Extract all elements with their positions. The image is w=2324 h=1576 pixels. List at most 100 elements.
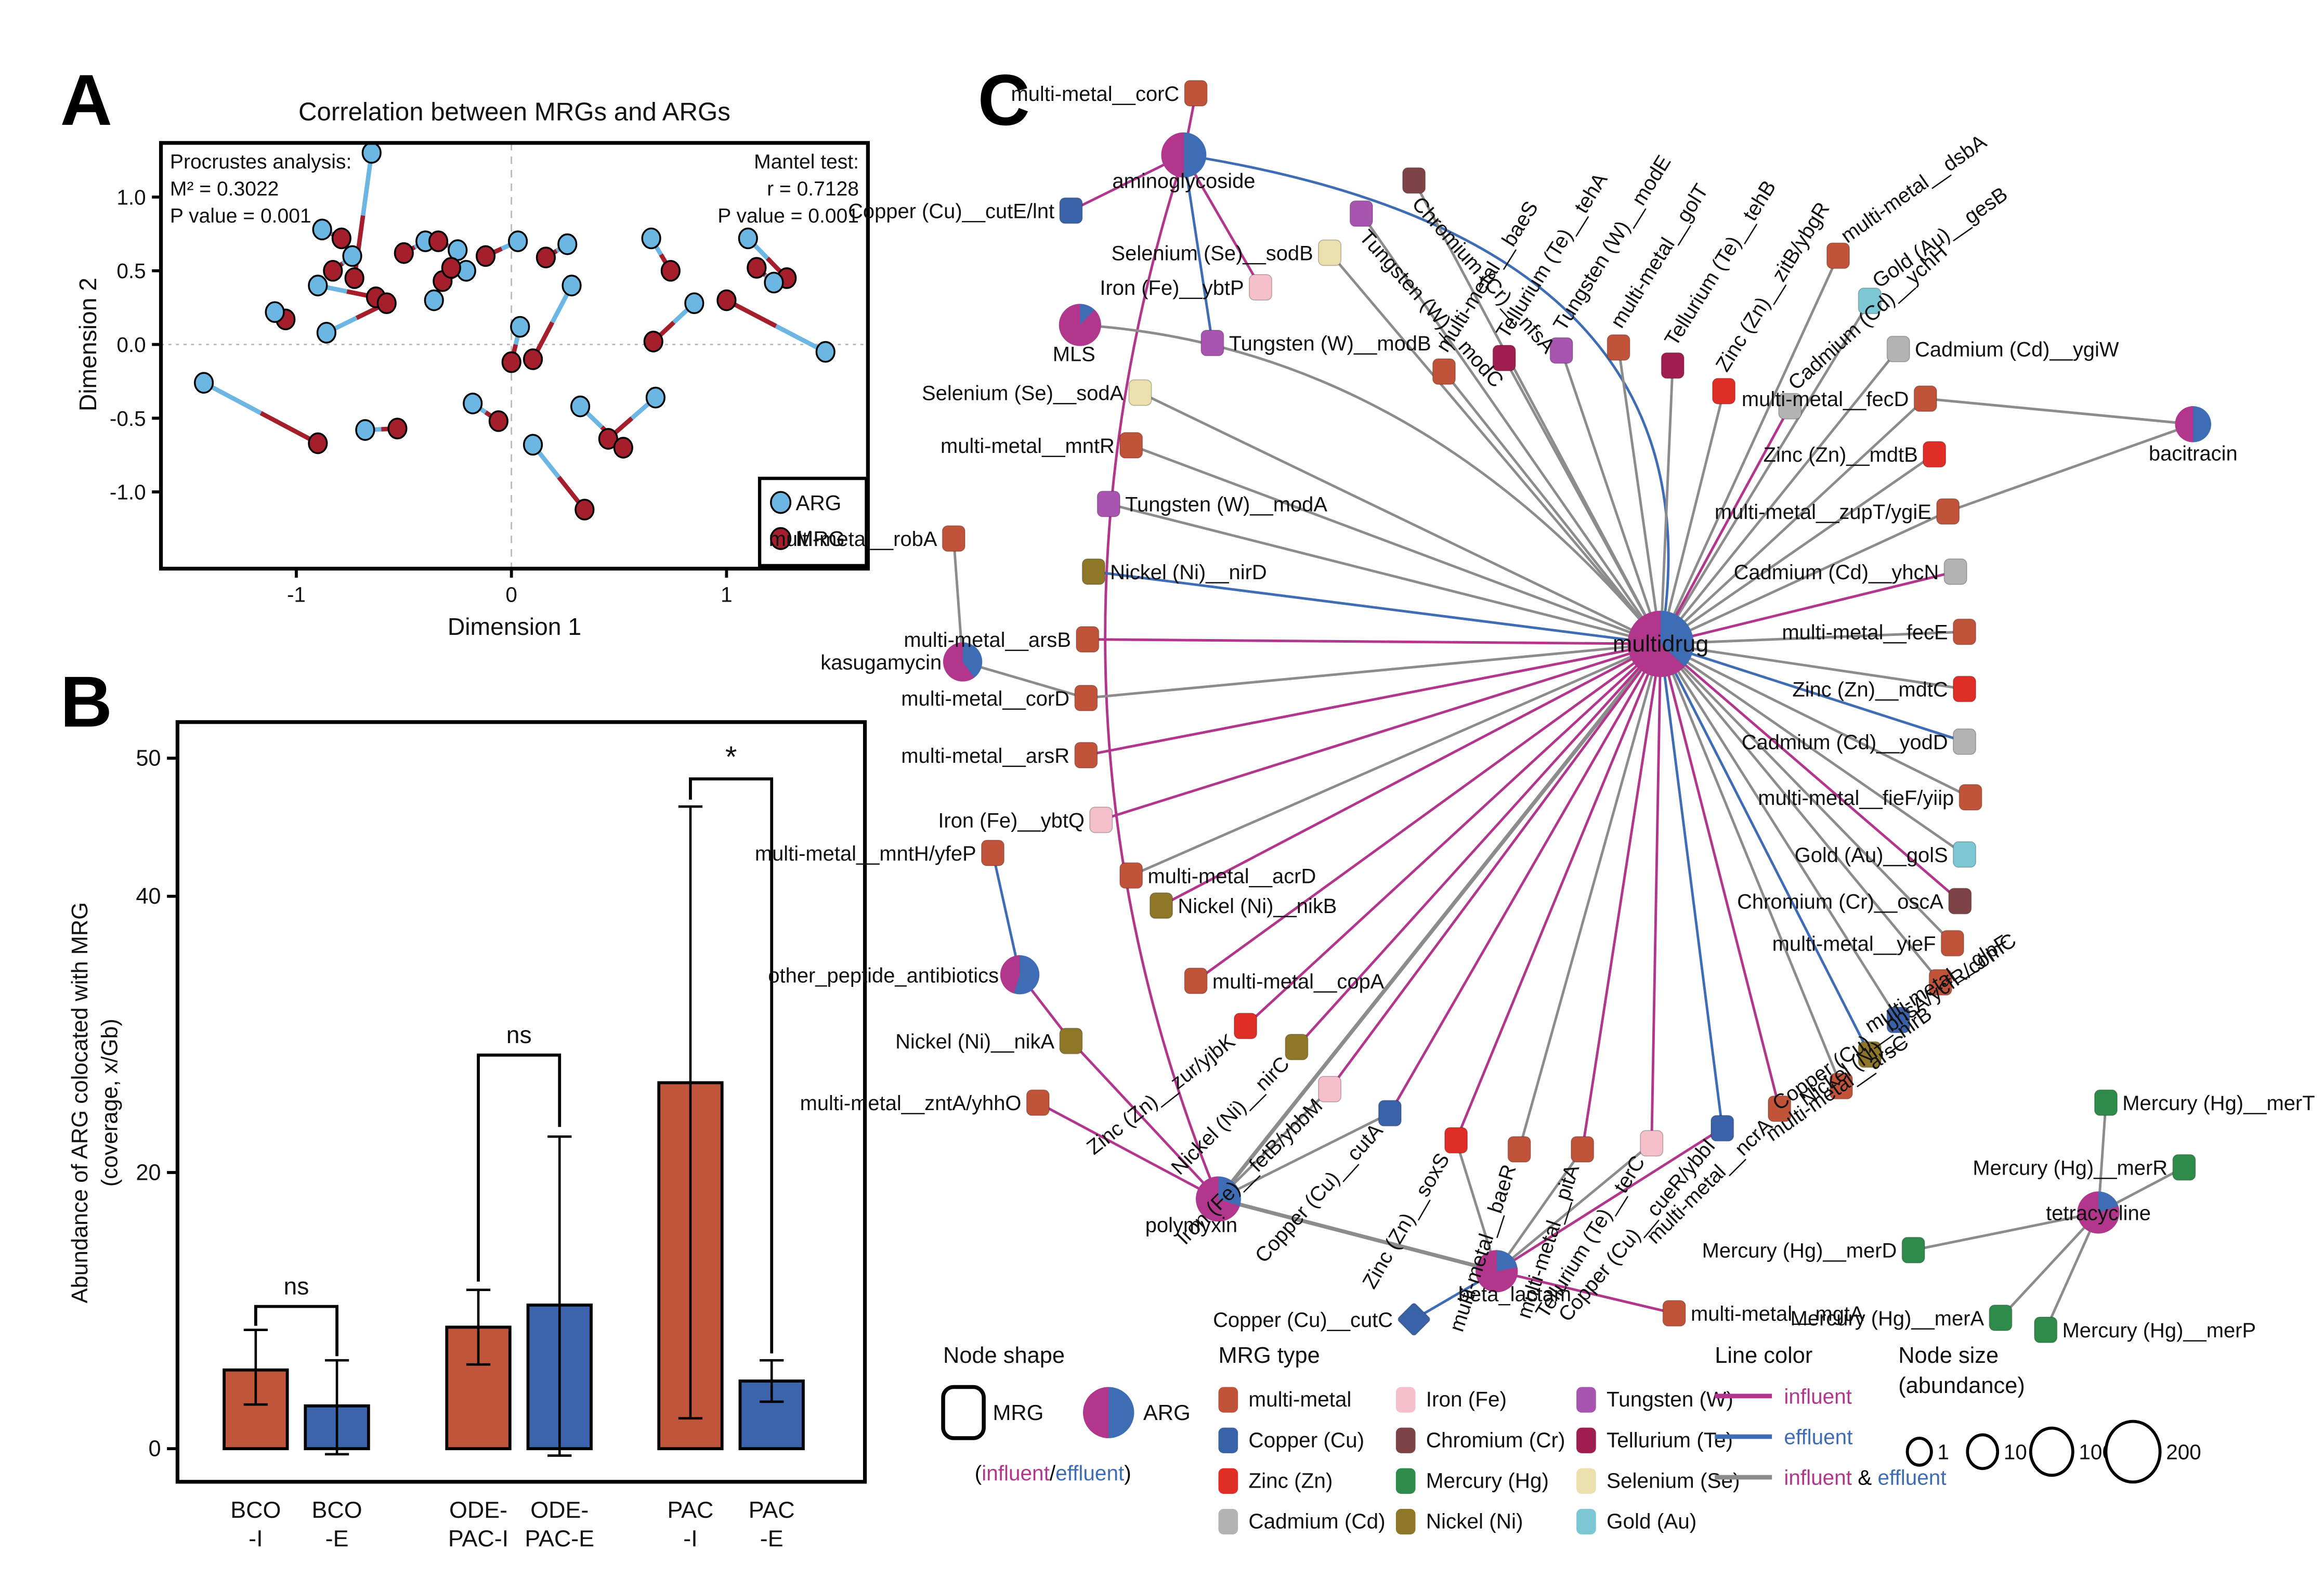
node-label-sodA: Selenium (Se)__sodA [922, 382, 1124, 405]
node-cutC [1398, 1303, 1430, 1336]
mantel-stats-line: r = 0.7128 [767, 178, 859, 200]
x-cat-line2: -I [249, 1525, 263, 1552]
procrustes-stats-line: Procrustes analysis: [170, 151, 351, 173]
node-label-yhcN: Cadmium (Cd)__yhcN [1734, 561, 1939, 584]
edge-multidrug-dsbA [1659, 255, 1839, 645]
node-shape-corC [1184, 80, 1208, 107]
edge-polymyxin-nikA [1070, 1040, 1220, 1200]
node-shape-cutC [1398, 1303, 1430, 1336]
node-golT [1607, 334, 1630, 361]
x-cat-line1: BCO [230, 1496, 281, 1523]
arg-point [508, 230, 528, 252]
edge-bacitracin-zupT [1947, 423, 2194, 513]
legend-size-circle-1 [1905, 1437, 1933, 1467]
edge-multidrug-baeS [1443, 371, 1662, 645]
arg-point [361, 142, 382, 164]
node-label-acrD: multi-metal__acrD [1148, 865, 1316, 888]
edge-aminoglycoside-polymyxin [1104, 154, 1220, 1200]
edge-multidrug-corD [1086, 642, 1661, 699]
edge-multidrug-mdtC [1660, 642, 1965, 691]
node-label-mdtB: Zinc (Zn)__mdtB [1764, 444, 1918, 466]
edge-polymyxin-cutA [1218, 1112, 1391, 1201]
y-axis-label: Dimension 2 [74, 278, 101, 411]
node-label-oscA: Chromium (Cr)__oscA [1737, 890, 1943, 913]
mrg-point [536, 246, 556, 269]
x-cat-line1: ODE- [449, 1496, 507, 1523]
legend-swatch-cu [1218, 1427, 1238, 1453]
legend-size-circle-200 [2104, 1419, 2162, 1484]
node-ychH [1778, 393, 1802, 420]
node-shape-bhsA [1886, 1007, 1910, 1034]
legend-size-circle-100 [2029, 1426, 2074, 1477]
edge-multidrug-arsB [1087, 638, 1661, 645]
edge-multidrug-modC [1360, 213, 1662, 645]
legend-label-mrg: MRG [796, 527, 845, 551]
node-nirD [1081, 558, 1105, 585]
node-sodB [1318, 239, 1342, 266]
node-label-kasugamycin: kasugamycin [820, 651, 942, 674]
y-tick-label: 40 [136, 884, 161, 909]
mrg-point [613, 437, 633, 459]
node-shape-fetB [1318, 1076, 1342, 1103]
node-shape-nirC [1285, 1034, 1309, 1061]
node-shape-ygiW [1886, 335, 1910, 362]
node-ncrA [1768, 1095, 1792, 1122]
edge-beta_lactam-terC [1496, 1142, 1653, 1272]
legend-mrg-type-title: MRG type [1218, 1343, 1320, 1368]
mrg-point [575, 499, 595, 520]
node-shape-zntA [1026, 1089, 1050, 1116]
arg-point [815, 341, 835, 363]
node-shape-modE [1549, 337, 1573, 364]
node-ybtQ [1089, 806, 1113, 833]
node-shape-arsC [1829, 1073, 1853, 1100]
node-label-yieF: multi-metal__yieF [1772, 933, 1936, 956]
node-label-golS: Gold (Au)__golS [1795, 844, 1948, 867]
arg-point [562, 275, 582, 296]
node-label-zupT: multi-metal__zupT/ygiE [1715, 501, 1931, 524]
edge-multidrug-zitB [1659, 390, 1725, 644]
node-MLS-influent-slice [1059, 304, 1101, 346]
edge-aminoglycoside-multidrug [1183, 153, 1670, 644]
edge-multidrug-golS [1660, 643, 1965, 856]
node-arsC [1829, 1073, 1853, 1100]
node-bhsA [1886, 1007, 1910, 1034]
edge-multidrug-bhsA [1660, 643, 1900, 1021]
node-shape-dsbA [1826, 242, 1850, 269]
panel-b-letter: B [60, 663, 113, 744]
node-shape-arsB [1076, 626, 1100, 653]
node-shape-fieF [1959, 784, 1982, 811]
arg-point [308, 275, 328, 296]
node-label-robA: multi-metal__robA [769, 528, 937, 551]
node-shape-soxS [1444, 1127, 1468, 1154]
edge-multidrug-tehA [1503, 357, 1662, 645]
pair-line-mrg [259, 411, 319, 446]
legend-swatch-se [1576, 1468, 1596, 1494]
node-shape-merA [1989, 1304, 2013, 1331]
edge-aminoglycoside-modB [1182, 154, 1214, 344]
edge-multidrug-yhcN [1660, 570, 1956, 645]
node-nfsA [1402, 167, 1426, 194]
node-shape-modC [1349, 200, 1373, 227]
node-shape-fecD [1913, 385, 1937, 412]
node-nirB [1858, 1041, 1882, 1068]
node-label-aminoglycoside: aminoglycoside [1112, 170, 1255, 193]
procrustes-pairs [193, 142, 835, 520]
node-fieF [1959, 784, 1982, 811]
panel-c-network: multi-metal__corC aminoglycoside Copper (C… [755, 80, 2315, 1535]
legend-swatch-ni [1395, 1508, 1416, 1535]
edge-multidrug-zupT [1660, 510, 1949, 645]
edge-multidrug-fecE [1660, 630, 1965, 645]
node-shape-baeS [1432, 358, 1456, 385]
y-tick-label: 0.0 [116, 333, 146, 357]
node-shape-ybtQ [1089, 806, 1113, 833]
legend-swatch-label-hg: Mercury (Hg) [1426, 1468, 1549, 1492]
node-shape-sodA [1128, 379, 1152, 406]
edge-multidrug-ygiW [1660, 348, 1900, 645]
x-cat-line2: PAC-E [525, 1525, 594, 1552]
legend-line-label-1: effluent [1784, 1425, 1852, 1449]
node-yieF [1940, 930, 1964, 957]
node-label-fecE: multi-metal__fecE [1782, 621, 1948, 644]
node-shape-nikB [1149, 892, 1173, 919]
mrg-point [716, 289, 737, 311]
